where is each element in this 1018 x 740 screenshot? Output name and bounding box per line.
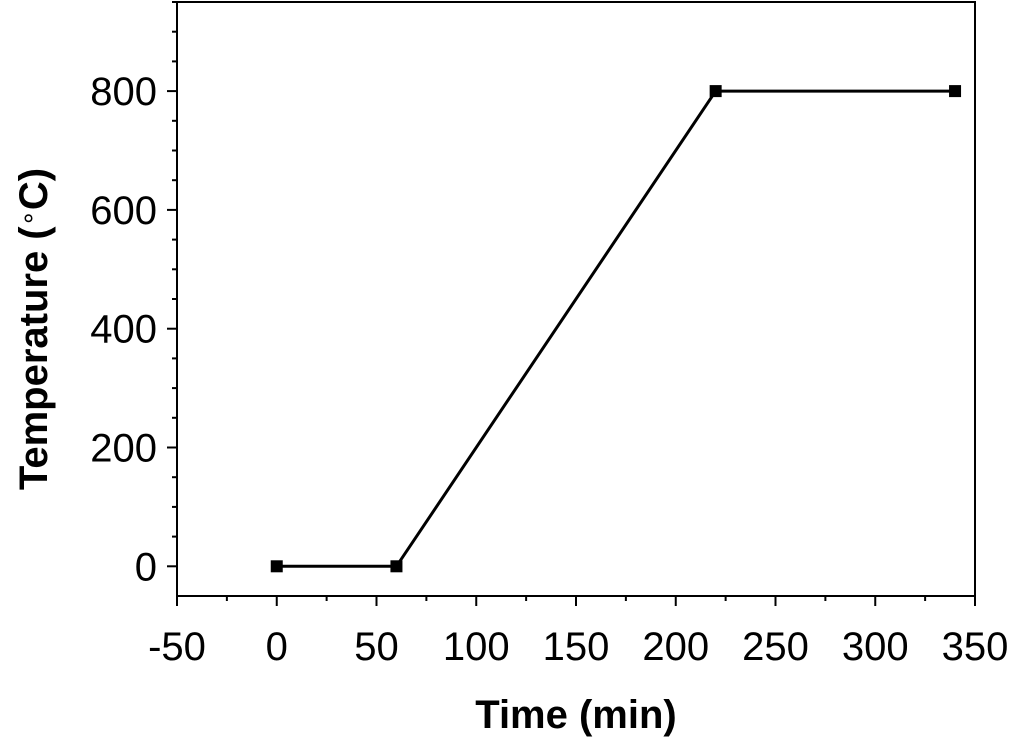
x-axis-title: Time (min) [475,693,677,737]
y-tick-label: 600 [90,189,157,233]
x-tick-label: 250 [742,625,809,669]
x-tick-label: 300 [842,625,909,669]
x-tick-label: 100 [443,625,510,669]
x-tick-label: 150 [543,625,610,669]
y-axis-title-tail: C) [12,168,56,210]
y-tick-label: 400 [90,308,157,352]
data-point-marker [709,85,722,98]
y-axis-title-main: Temperature ( [12,226,56,490]
x-tick-label: 50 [354,625,399,669]
data-point-marker [949,85,962,98]
y-axis-title-degree: ∘ [13,210,43,226]
x-tick-label: 350 [942,625,1009,669]
data-point-marker [390,560,403,573]
y-tick-label: 0 [135,545,157,589]
x-axis-ticks: -50 0 50 100 150 200 250 300 350 [148,596,1008,669]
series-layer [270,85,962,573]
data-point-marker [270,560,283,573]
y-tick-label: 800 [90,70,157,114]
y-axis-ticks: 0 200 400 600 800 [90,1,177,589]
y-tick-label: 200 [90,427,157,471]
x-tick-label: 200 [642,625,709,669]
x-tick-label: 0 [266,625,288,669]
series-line [276,89,956,568]
x-tick-label: -50 [148,625,206,669]
y-axis-title: Temperature (∘C) [12,168,56,490]
